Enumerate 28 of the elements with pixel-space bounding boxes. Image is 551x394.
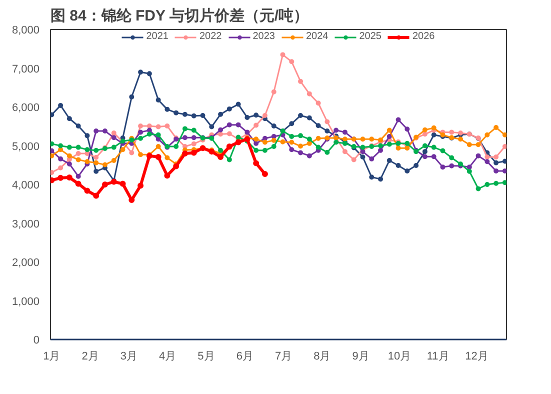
y-tick-label: 5,000 (12, 140, 40, 153)
x-tick-label: 5月 (198, 350, 215, 362)
legend-label: 2022 (200, 31, 222, 42)
y-tick-label: 8,000 (12, 24, 40, 36)
y-tick-label: 7,000 (12, 63, 40, 76)
x-tick-label: 1月 (43, 350, 60, 362)
y-tick-label: 3,000 (12, 218, 40, 230)
legend-label: 2025 (359, 31, 382, 42)
chart-title: 图 84：锦纶 FDY 与切片价差（元/吨） (50, 8, 309, 24)
x-tick-label: 9月 (352, 350, 370, 362)
legend-label: 2026 (412, 31, 435, 42)
y-tick-label: 1,000 (12, 296, 40, 308)
x-tick-label: 10月 (388, 350, 412, 362)
y-tick-label: 6,000 (12, 102, 40, 114)
legend-label: 2024 (306, 31, 328, 42)
x-tick-label: 8月 (314, 350, 331, 362)
legend-label: 2023 (252, 31, 275, 42)
y-tick-label: 4,000 (12, 180, 40, 192)
x-tick-label: 6月 (236, 350, 254, 362)
legend-label: 2021 (146, 31, 168, 42)
x-tick-label: 7月 (274, 350, 292, 362)
x-tick-label: 4月 (159, 350, 176, 362)
x-tick-label: 12月 (465, 350, 488, 362)
y-tick-label: 0 (33, 334, 40, 346)
x-tick-label: 11月 (426, 350, 450, 362)
x-tick-label: 3月 (120, 350, 138, 362)
x-tick-label: 2月 (82, 350, 99, 362)
y-tick-label: 2,000 (12, 257, 40, 269)
